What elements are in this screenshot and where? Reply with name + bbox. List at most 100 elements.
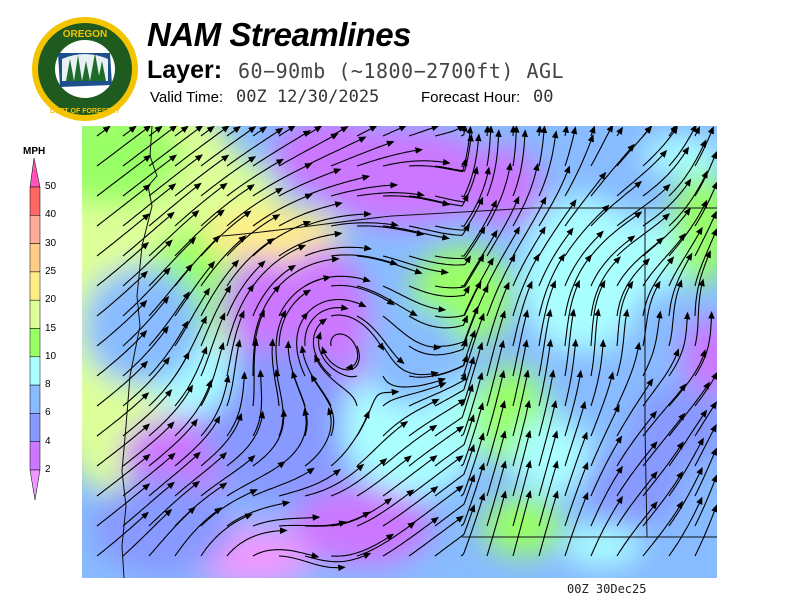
streamline: [668, 466, 703, 527]
streamline: [382, 398, 440, 437]
streamline: [96, 300, 148, 347]
streamline: [642, 310, 663, 377]
streamline: [252, 244, 307, 287]
streamline: [616, 183, 671, 227]
streamline: [278, 468, 341, 497]
streamline: [382, 382, 447, 407]
streamline: [642, 470, 684, 527]
streamline: [486, 281, 510, 347]
streamline: [356, 455, 412, 497]
legend-swatch-40-50: [29, 186, 41, 216]
streamline: [252, 220, 312, 257]
streamline: [483, 126, 491, 137]
streamline: [460, 133, 482, 197]
streamline: [314, 354, 358, 407]
streamline: [642, 500, 683, 557]
layer-value: 60−90mb (~1800−2700ft) AGL: [238, 59, 565, 83]
streamline: [538, 399, 558, 467]
streamline: [174, 451, 228, 497]
streamline: [562, 126, 569, 137]
streamline: [694, 447, 717, 497]
streamline: [304, 304, 349, 347]
streamline: [460, 126, 468, 137]
streamline: [590, 143, 635, 197]
streamline: [330, 221, 399, 228]
streamline: [408, 255, 472, 266]
streamline: [642, 126, 653, 137]
streamline: [226, 527, 288, 557]
streamline: [486, 310, 506, 377]
legend-tick: 25: [45, 265, 57, 277]
streamline: [382, 126, 407, 137]
streamline: [304, 463, 365, 497]
streamline: [434, 329, 476, 377]
svg-text:OREGON: OREGON: [63, 29, 107, 40]
streamline: [512, 126, 520, 167]
legend-arrow-low: [29, 469, 41, 500]
streamline: [460, 371, 484, 437]
streamline: [226, 339, 242, 407]
streamline: [382, 195, 451, 207]
streamline: [538, 490, 559, 557]
streamline: [174, 287, 211, 347]
streamline: [564, 230, 604, 287]
streamline: [434, 356, 476, 407]
coastline: [121, 126, 158, 578]
streamline: [252, 163, 313, 197]
streamline: [278, 133, 339, 167]
streamline: [616, 341, 642, 407]
streamline: [174, 482, 228, 527]
streamline: [148, 291, 190, 347]
streamline: [312, 318, 332, 377]
streamline: [330, 314, 385, 351]
streamline: [564, 171, 607, 227]
streamline: [535, 126, 543, 137]
wind-speed-region: [82, 266, 202, 386]
streamline: [200, 513, 253, 557]
streamline: [460, 229, 498, 287]
streamline: [275, 309, 287, 377]
streamline: [252, 369, 265, 437]
streamline: [694, 401, 717, 437]
streamline: [122, 154, 178, 197]
streamline: [226, 283, 255, 347]
streamline: [642, 441, 684, 497]
streamline: [122, 325, 169, 377]
streamline: [434, 253, 485, 289]
streamline: [616, 501, 658, 557]
wind-speed-region: [642, 136, 717, 176]
streamline: [486, 226, 520, 287]
streamline: [356, 421, 409, 467]
streamline: [296, 311, 309, 377]
color-legend: [29, 158, 41, 500]
streamline: [564, 491, 589, 557]
streamline: [252, 514, 321, 527]
streamline: [408, 515, 464, 557]
streamline: [694, 181, 717, 227]
streamline: [512, 129, 529, 197]
streamline: [694, 424, 717, 467]
streamline: [122, 239, 173, 287]
streamline: [486, 162, 513, 227]
valid-time-value: 00Z 12/30/2025: [236, 87, 380, 107]
streamline: [330, 254, 398, 266]
streamline: [226, 461, 286, 497]
streamline: [668, 496, 703, 557]
streamline: [252, 467, 315, 497]
svg-text:DEPT OF FORESTRY: DEPT OF FORESTRY: [50, 108, 120, 115]
streamline: [434, 413, 475, 467]
streamline: [512, 162, 540, 227]
streamline: [96, 154, 152, 197]
legend-tick: 4: [45, 435, 51, 447]
streamline: [668, 381, 710, 437]
streamline: [434, 474, 476, 527]
streamline: [616, 237, 664, 287]
streamline: [590, 371, 615, 437]
streamline: [408, 485, 464, 527]
streamline: [122, 183, 177, 227]
streamline: [590, 435, 623, 497]
streamline: [512, 429, 532, 497]
streamline: [122, 508, 173, 557]
streamline: [564, 126, 578, 167]
streamline: [460, 126, 474, 168]
